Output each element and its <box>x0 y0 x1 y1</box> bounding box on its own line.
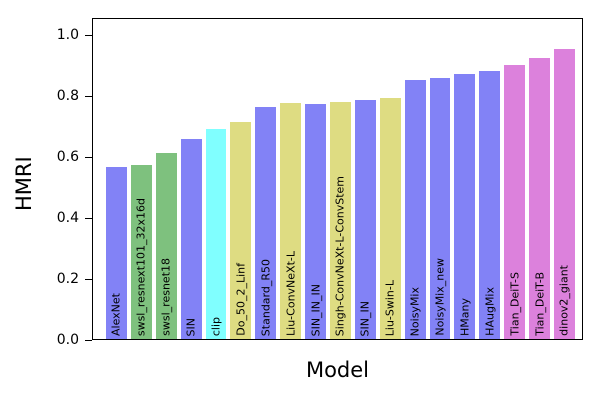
y-tick-label: 0.8 <box>56 88 79 104</box>
plot-area: AlexNet swsl_resnext101_32x16d swsl_resnet… <box>92 18 583 340</box>
bar-label: NoisyMix_new <box>433 258 447 336</box>
bar: clip <box>205 128 227 339</box>
bar-label: HAugMix <box>483 287 497 336</box>
bar: swsl_resnext101_32x16d <box>130 165 152 339</box>
bar: HAugMix <box>479 70 501 339</box>
bar: NoisyMix <box>404 79 426 339</box>
y-tick-label: 0.2 <box>56 271 79 287</box>
bar-label: Tian_DeiT-B <box>533 272 547 336</box>
bar: dinov2_giant <box>554 49 575 339</box>
bar: HMany <box>454 73 476 339</box>
bar-label: SIN_IN_IN <box>309 283 323 336</box>
y-tick-mark <box>85 278 92 280</box>
bar-label: Do_50_2_Linf <box>234 263 248 336</box>
bar-label: Standard_R50 <box>259 258 273 336</box>
bar: NoisyMix_new <box>429 78 451 339</box>
y-tick-mark <box>85 156 92 158</box>
y-tick-mark <box>85 217 92 219</box>
bar-label: SIN <box>184 317 198 336</box>
y-tick-mark <box>85 34 92 36</box>
bar: Liu-ConvNeXt-L <box>280 102 302 339</box>
bar: Liu-Swin-L <box>379 98 401 339</box>
bar: SIN_IN <box>354 99 376 339</box>
bar-label: clip <box>209 316 223 336</box>
bar-label: AlexNet <box>109 293 123 336</box>
y-tick-label: 0.0 <box>56 332 79 348</box>
y-axis: 0.0 0.2 0.4 0.6 0.8 1.0 <box>0 18 92 348</box>
bar: swsl_resnet18 <box>155 152 177 339</box>
y-tick-mark <box>85 339 92 341</box>
y-tick-label: 0.4 <box>56 210 79 226</box>
bar-label: swsl_resnet18 <box>159 258 173 336</box>
y-tick-label: 0.6 <box>56 149 79 165</box>
x-axis-label: Model <box>305 358 370 382</box>
bar: SIN_IN_IN <box>305 103 327 339</box>
bar-label: Tian_DeiT-S <box>508 272 522 336</box>
bar-label: NoisyMix <box>408 286 422 336</box>
bar-label: SIN_IN <box>358 300 372 336</box>
bar-label: dinov2_giant <box>557 265 571 336</box>
y-tick-label: 1.0 <box>56 27 79 43</box>
y-tick-mark <box>85 95 92 97</box>
bar: Singh-ConvNeXt-L-ConvStem <box>330 101 351 339</box>
bar-label: Liu-Swin-L <box>383 279 397 336</box>
bar: Tian_DeiT-B <box>529 58 551 339</box>
bar-label: swsl_resnext101_32x16d <box>134 197 148 336</box>
bar: Standard_R50 <box>255 107 277 339</box>
bar: Tian_DeiT-S <box>504 64 526 339</box>
bar-label: Singh-ConvNeXt-L-ConvStem <box>333 175 347 336</box>
bar: SIN <box>180 139 202 339</box>
bar-label: Liu-ConvNeXt-L <box>284 251 298 336</box>
bar-label: HMany <box>458 298 472 336</box>
bar: Do_50_2_Linf <box>230 122 252 339</box>
bars: AlexNet swsl_resnext101_32x16d swsl_resnet… <box>93 19 582 339</box>
bar: AlexNet <box>106 166 127 339</box>
